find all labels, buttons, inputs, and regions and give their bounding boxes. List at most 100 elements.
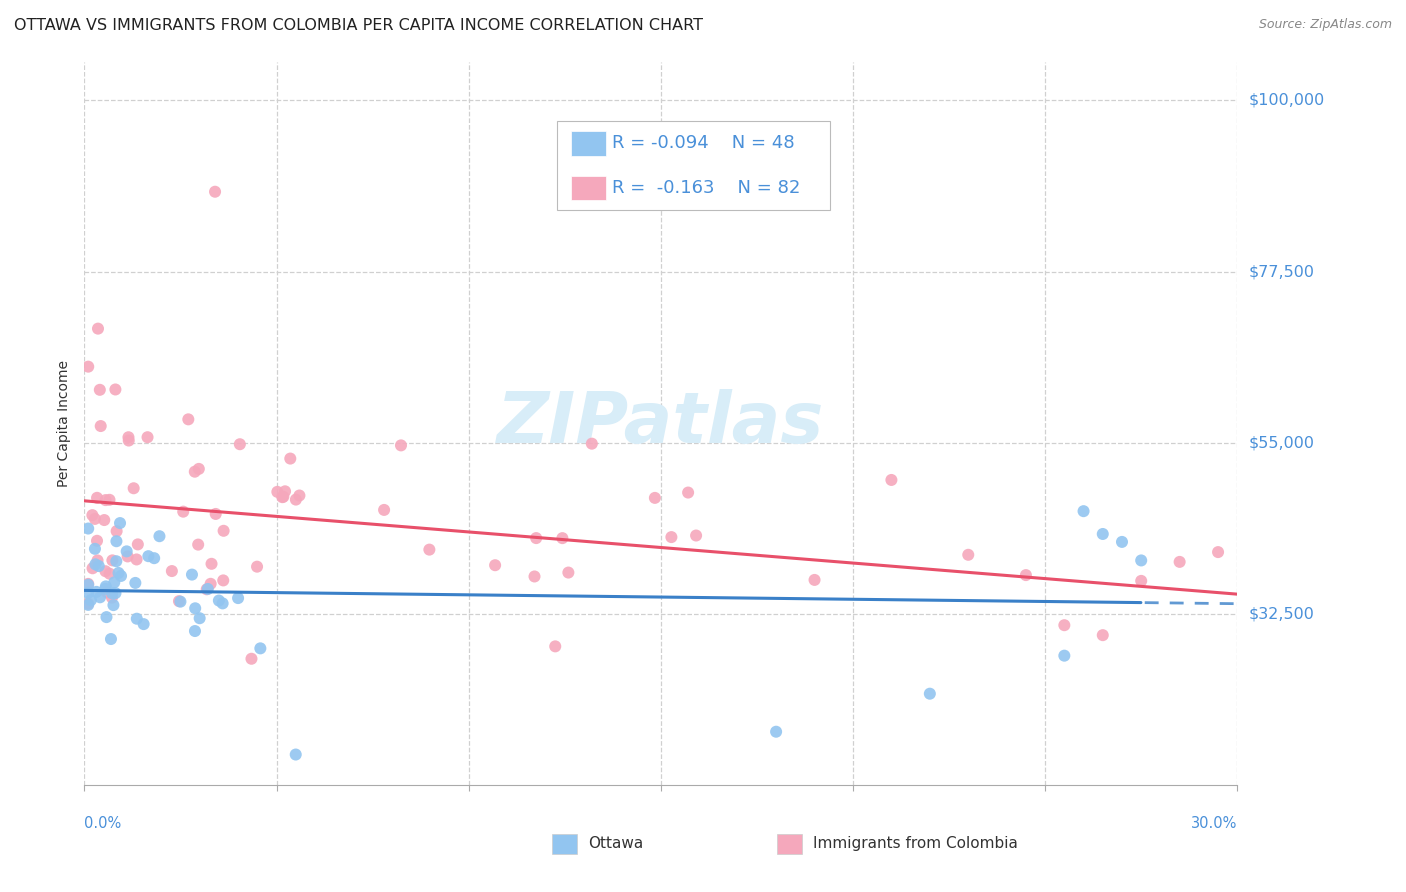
Point	[122, 481, 145, 495]
Point	[84, 558, 107, 572]
Point	[132, 617, 155, 632]
Point	[86, 585, 108, 599]
Point	[765, 724, 787, 739]
Point	[288, 489, 311, 503]
Point	[1130, 553, 1153, 567]
Point	[200, 557, 222, 571]
Text: R =  -0.163    N = 82: R = -0.163 N = 82	[612, 179, 800, 197]
Point	[127, 537, 149, 551]
Point	[187, 538, 209, 552]
Point	[240, 652, 263, 666]
Point	[104, 586, 127, 600]
Text: R = -0.094    N = 48: R = -0.094 N = 48	[612, 135, 794, 153]
Point	[82, 508, 104, 523]
Point	[108, 516, 131, 530]
Point	[803, 573, 825, 587]
Point	[104, 383, 127, 397]
Point	[1053, 648, 1076, 663]
Point	[284, 492, 307, 507]
Point	[89, 591, 111, 605]
Point	[1303, 618, 1326, 632]
Point	[117, 549, 139, 564]
Point	[77, 522, 100, 536]
Point	[77, 598, 100, 612]
Text: $55,000: $55,000	[1249, 435, 1315, 450]
Point	[1091, 628, 1114, 642]
Point	[195, 582, 218, 597]
Point	[110, 569, 132, 583]
Text: $77,500: $77,500	[1249, 264, 1315, 279]
Point	[80, 593, 103, 607]
Point	[249, 641, 271, 656]
Point	[115, 544, 138, 558]
Point	[169, 594, 191, 608]
Point	[101, 586, 124, 600]
Point	[184, 465, 207, 479]
Point	[1206, 545, 1229, 559]
Point	[418, 542, 440, 557]
Point	[1091, 527, 1114, 541]
Point	[211, 596, 233, 610]
Point	[86, 533, 108, 548]
Point	[1111, 535, 1133, 549]
Point	[184, 624, 207, 638]
Point	[107, 566, 129, 580]
Point	[188, 611, 211, 625]
Point	[880, 473, 903, 487]
Point	[1246, 577, 1268, 591]
Point	[143, 551, 166, 566]
Text: ZIPatlas: ZIPatlas	[498, 389, 824, 458]
Text: Immigrants from Colombia: Immigrants from Colombia	[814, 837, 1018, 851]
Point	[229, 437, 252, 451]
Point	[208, 593, 231, 607]
Point	[172, 505, 194, 519]
Point	[90, 419, 112, 434]
Point	[187, 462, 209, 476]
Point	[1053, 618, 1076, 632]
Point	[105, 524, 128, 538]
Point	[98, 492, 121, 507]
Point	[246, 559, 269, 574]
Point	[96, 610, 118, 624]
Point	[544, 640, 567, 654]
Point	[389, 438, 412, 452]
Point	[118, 434, 141, 448]
Point	[685, 528, 707, 542]
Point	[184, 601, 207, 615]
Point	[138, 549, 160, 564]
Point	[484, 558, 506, 573]
Point	[77, 577, 100, 591]
Point	[77, 597, 100, 611]
Point	[77, 578, 100, 592]
Point	[266, 484, 288, 499]
Point	[84, 541, 107, 556]
Point	[93, 513, 115, 527]
Point	[581, 436, 603, 450]
Point	[204, 507, 226, 521]
Point	[105, 534, 128, 549]
Point	[661, 530, 683, 544]
Point	[160, 564, 183, 578]
Point	[523, 569, 546, 583]
Point	[551, 531, 574, 545]
Point	[117, 430, 139, 444]
Text: $32,500: $32,500	[1249, 607, 1315, 622]
Point	[105, 554, 128, 568]
Point	[94, 493, 117, 508]
Point	[125, 612, 148, 626]
Point	[1303, 582, 1326, 596]
Point	[77, 359, 100, 374]
Point	[557, 566, 579, 580]
Point	[125, 552, 148, 566]
Point	[101, 591, 124, 605]
Point	[278, 451, 301, 466]
Point	[84, 512, 107, 526]
Y-axis label: Per Capita Income: Per Capita Income	[58, 360, 72, 487]
Point	[100, 632, 122, 646]
Point	[148, 529, 170, 543]
Point	[1303, 636, 1326, 650]
Text: OTTAWA VS IMMIGRANTS FROM COLOMBIA PER CAPITA INCOME CORRELATION CHART: OTTAWA VS IMMIGRANTS FROM COLOMBIA PER C…	[14, 18, 703, 33]
Point	[212, 574, 235, 588]
Point	[273, 490, 295, 504]
Point	[644, 491, 666, 505]
